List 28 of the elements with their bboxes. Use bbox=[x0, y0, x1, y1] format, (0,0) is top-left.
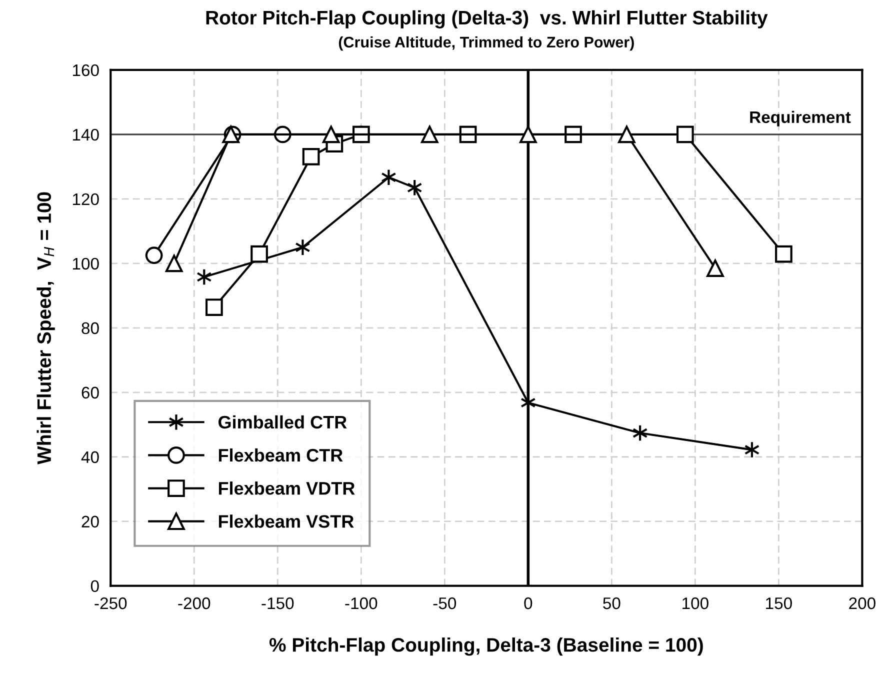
y-tick-label: 20 bbox=[82, 516, 99, 528]
x-tick-label: 0 bbox=[524, 597, 532, 610]
y-tick-label: 100 bbox=[72, 258, 99, 270]
chart-subtitle: (Cruise Altitude, Trimmed to Zero Power) bbox=[338, 36, 634, 51]
legend-label: Flexbeam VSTR bbox=[218, 514, 354, 528]
x-tick-label: -200 bbox=[178, 597, 210, 610]
legend-label: Gimballed CTR bbox=[218, 415, 347, 429]
x-tick-label: 100 bbox=[682, 597, 708, 610]
x-tick-label: 200 bbox=[849, 597, 876, 610]
x-tick-label: -100 bbox=[345, 597, 378, 610]
x-tick-label: -150 bbox=[262, 597, 294, 610]
x-tick-label: 150 bbox=[766, 597, 792, 610]
y-tick-label: 160 bbox=[72, 64, 99, 76]
x-tick-label: -50 bbox=[433, 597, 456, 610]
x-tick-label: 50 bbox=[603, 597, 620, 610]
x-tick-label: -250 bbox=[94, 597, 127, 610]
y-tick-label: 80 bbox=[82, 322, 99, 334]
y-tick-label: 40 bbox=[81, 451, 99, 464]
y-axis-title: Whirl Flutter Speed, V$_{H}$ = 100 bbox=[36, 192, 55, 464]
chart-title: Rotor Pitch-Flap Coupling (Delta-3) vs. Whirl Flutter Stability bbox=[206, 10, 768, 28]
ref-line-label: Requirement bbox=[750, 110, 851, 126]
y-tick-label: 60 bbox=[82, 386, 99, 399]
y-tick-label: 0 bbox=[90, 580, 99, 592]
x-axis-title: % Pitch-Flap Coupling, Delta-3 (Baseline = 100) bbox=[269, 637, 703, 656]
legend-label: Flexbeam VDTR bbox=[218, 482, 355, 495]
y-tick-label: 140 bbox=[72, 128, 99, 141]
legend-label: Flexbeam CTR bbox=[218, 448, 343, 462]
y-tick-label: 120 bbox=[72, 193, 99, 206]
